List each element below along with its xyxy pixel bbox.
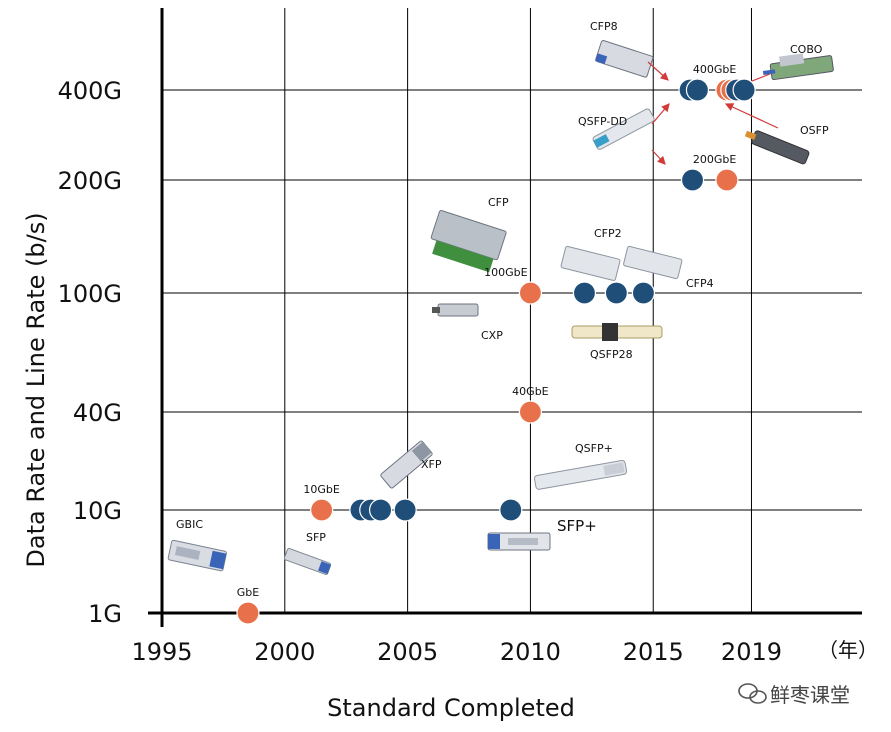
standard-label-4: 200GbE bbox=[693, 153, 737, 166]
standard-label-1: 10GbE bbox=[303, 483, 340, 496]
x-tick-label-2005: 2005 bbox=[377, 638, 438, 666]
data-points bbox=[236, 78, 756, 625]
x-axis-unit: （年） bbox=[818, 638, 878, 662]
point-series1-6 bbox=[604, 281, 628, 305]
x-tick-label-2000: 2000 bbox=[254, 638, 315, 666]
standard-label-5: 400GbE bbox=[693, 63, 737, 76]
module-labels: GBIC SFP XFP SFP+ QSFP+ CXP CFP CFP2 CFP… bbox=[176, 20, 829, 544]
arrow-cfp8 bbox=[647, 61, 669, 81]
wechat-icon bbox=[738, 683, 767, 704]
arrow-qsfp-dd-down bbox=[651, 149, 666, 165]
y-tick-label-100G: 100G bbox=[58, 280, 122, 308]
module-images bbox=[167, 40, 834, 575]
x-axis-title: Standard Completed bbox=[327, 694, 575, 722]
standard-label-3: 100GbE bbox=[484, 266, 528, 279]
point-series0-4 bbox=[715, 168, 739, 192]
watermark: 鲜枣课堂 bbox=[738, 683, 850, 707]
module-label-cfp: CFP bbox=[488, 196, 509, 209]
cfp-module-image bbox=[430, 210, 507, 273]
cfp4-module-image bbox=[623, 245, 683, 280]
x-tick-label-2010: 2010 bbox=[500, 638, 561, 666]
standard-label-2: 40GbE bbox=[512, 385, 549, 398]
point-series1-7 bbox=[631, 281, 656, 305]
point-series0-2 bbox=[518, 400, 543, 424]
arrows bbox=[647, 61, 779, 165]
module-label-cxp: CXP bbox=[481, 329, 503, 342]
point-series0-1 bbox=[310, 498, 334, 522]
watermark-text: 鲜枣课堂 bbox=[770, 683, 850, 707]
y-tick-label-400G: 400G bbox=[58, 77, 122, 105]
module-label-cfp8: CFP8 bbox=[590, 20, 618, 33]
point-series1-8 bbox=[680, 168, 705, 192]
cobo-module-image bbox=[762, 53, 834, 81]
arrow-qsfp-dd-up bbox=[651, 103, 670, 125]
module-label-cfp4: CFP4 bbox=[686, 277, 714, 290]
module-label-gbic: GBIC bbox=[176, 518, 203, 531]
point-series0-0 bbox=[236, 601, 260, 625]
module-label-qsfp28: QSFP28 bbox=[590, 348, 633, 361]
y-tick-label-40G: 40G bbox=[73, 399, 122, 427]
point-series1-12 bbox=[732, 78, 756, 102]
y-tick-label-200G: 200G bbox=[58, 167, 122, 195]
x-tick-label-2015: 2015 bbox=[623, 638, 684, 666]
point-series1-5 bbox=[572, 281, 597, 305]
y-tick-label-10G: 10G bbox=[73, 497, 122, 525]
point-series1-2 bbox=[368, 498, 393, 522]
standard-label-0: GbE bbox=[237, 586, 260, 599]
arrow-osfp bbox=[724, 103, 779, 129]
sfp-plus-module-image bbox=[487, 532, 551, 551]
grid bbox=[162, 8, 862, 613]
osfp-module-image bbox=[744, 130, 810, 165]
point-series1-4 bbox=[499, 498, 523, 522]
module-label-xfp: XFP bbox=[421, 458, 442, 471]
point-series0-3 bbox=[518, 281, 543, 305]
module-label-qsfp-plus: QSFP+ bbox=[575, 442, 613, 455]
module-label-cfp2: CFP2 bbox=[594, 227, 622, 240]
y-tick-label-1G: 1G bbox=[88, 600, 122, 628]
cxp-module-image bbox=[432, 303, 479, 317]
xfp-module-image bbox=[380, 440, 433, 489]
module-label-sfp: SFP bbox=[306, 531, 326, 544]
module-label-cobo: COBO bbox=[790, 43, 823, 56]
module-label-qsfp-dd: QSFP-DD bbox=[578, 115, 627, 128]
point-series1-3 bbox=[393, 498, 417, 522]
module-label-sfp-plus: SFP+ bbox=[557, 517, 597, 535]
qsfp-plus-module-image bbox=[533, 459, 628, 490]
sfp-module-image bbox=[283, 548, 332, 575]
y-axis-title: Data Rate and Line Rate (b/s) bbox=[22, 212, 50, 567]
module-label-osfp: OSFP bbox=[800, 124, 829, 137]
gbic-module-image bbox=[167, 539, 227, 572]
tick-labels: 1995 2000 2005 2010 2015 2019 1G 10G 40G 100G 200G… bbox=[58, 77, 782, 666]
point-series1-10 bbox=[685, 78, 710, 102]
axes bbox=[148, 8, 862, 627]
x-tick-label-1995: 1995 bbox=[131, 638, 192, 666]
qsfp28-module-image bbox=[571, 323, 663, 341]
qsfp-dd-module-image bbox=[592, 108, 655, 150]
cfp2-module-image bbox=[560, 245, 621, 281]
standard-labels: GbE 10GbE 40GbE 100GbE 200GbE 400GbE bbox=[237, 63, 737, 599]
x-tick-label-2019: 2019 bbox=[721, 638, 782, 666]
cfp8-module-image bbox=[595, 40, 654, 78]
